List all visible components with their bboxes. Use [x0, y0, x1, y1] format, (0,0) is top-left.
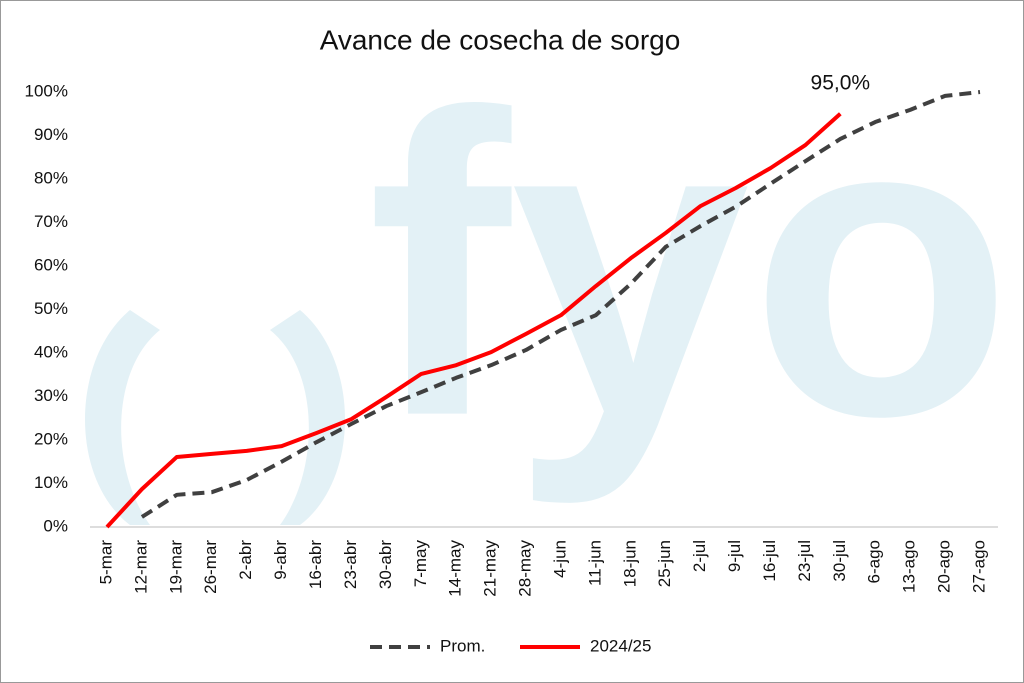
x-tick-label: 25-jun: [655, 540, 674, 587]
x-tick-label: 30-abr: [376, 540, 395, 589]
x-tick-label: 27-ago: [969, 540, 988, 593]
series-line: [140, 90, 981, 519]
legend-label: Prom.: [440, 636, 485, 655]
x-tick-label: 14-may: [446, 540, 465, 597]
x-tick-label: 19-mar: [166, 540, 185, 594]
data-label: 95,0%: [811, 71, 871, 94]
y-tick-label: 70%: [34, 212, 68, 231]
watermark-shape: [270, 310, 345, 525]
x-tick-label: 12-mar: [131, 540, 150, 594]
x-tick-label: 2-jul: [690, 540, 709, 572]
x-tick-label: 26-mar: [201, 540, 220, 594]
x-tick-label: 4-jun: [550, 540, 569, 578]
x-tick-label: 9-abr: [271, 540, 290, 580]
x-tick-label: 11-jun: [585, 540, 604, 586]
x-tick-label: 21-may: [481, 540, 500, 597]
x-tick-label: 23-jul: [795, 540, 814, 582]
x-tick-label: 28-may: [516, 540, 535, 597]
x-tick-label: 16-jul: [760, 540, 779, 582]
legend-label: 2024/25: [590, 636, 651, 655]
y-tick-label: 60%: [34, 255, 68, 274]
chart-title: Avance de cosecha de sorgo: [320, 24, 681, 55]
x-tick-label: 7-may: [411, 540, 430, 588]
x-tick-label: 23-abr: [341, 540, 360, 589]
y-tick-label: 80%: [34, 168, 68, 187]
x-tick-label: 9-jul: [725, 540, 744, 572]
y-tick-label: 40%: [34, 342, 68, 361]
y-tick-label: 10%: [34, 473, 68, 492]
y-tick-label: 90%: [34, 125, 68, 144]
x-tick-label: 16-abr: [306, 540, 325, 589]
series-line: [105, 112, 842, 529]
x-tick-label: 18-jun: [620, 540, 639, 587]
y-tick-label: 50%: [34, 299, 68, 318]
x-tick-label: 5-mar: [96, 540, 115, 585]
x-tick-label: 2-abr: [236, 540, 255, 580]
x-tick-label: 6-ago: [865, 540, 884, 583]
y-tick-label: 20%: [34, 429, 68, 448]
y-tick-label: 0%: [43, 516, 68, 535]
x-tick-label: 30-jul: [830, 540, 849, 582]
y-tick-label: 100%: [25, 81, 68, 100]
watermark: fyo: [368, 26, 1013, 508]
x-tick-label: 13-ago: [900, 540, 919, 593]
x-tick-label: 20-ago: [935, 540, 954, 593]
watermark-shape: [85, 310, 160, 525]
y-tick-label: 30%: [34, 386, 68, 405]
